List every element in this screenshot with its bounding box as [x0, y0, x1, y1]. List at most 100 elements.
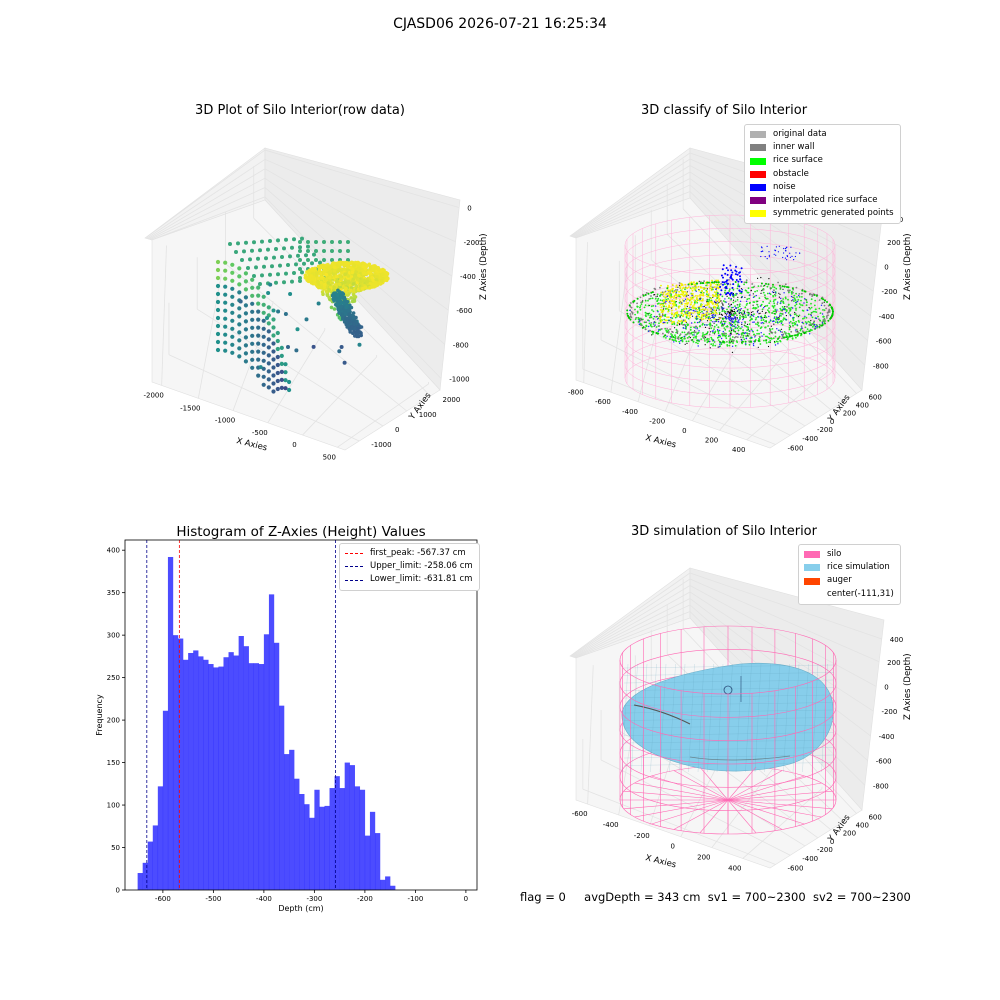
data-point [246, 266, 250, 270]
grid-line [145, 149, 460, 239]
data-point [261, 350, 266, 355]
legend-item-silo: silo [804, 548, 894, 561]
data-point [300, 270, 304, 275]
data-point [230, 286, 235, 291]
surface-point [318, 272, 323, 276]
data-point [276, 272, 280, 277]
data-point [271, 373, 276, 378]
data-point [342, 360, 347, 365]
data-point [223, 332, 228, 337]
data-point [230, 318, 235, 323]
data-point [243, 271, 248, 276]
surface-point [358, 279, 363, 284]
data-point [270, 264, 274, 269]
surface-point [333, 261, 337, 266]
z-tick-label: 400 [890, 636, 903, 644]
data-point [266, 329, 271, 334]
data-point [258, 365, 263, 370]
surface-point [367, 270, 371, 275]
surface-point [384, 270, 389, 275]
data-point [283, 378, 288, 383]
data-point [261, 382, 266, 387]
data-point [215, 299, 221, 305]
surface-point [319, 286, 324, 290]
data-point [266, 345, 271, 350]
data-point [250, 357, 255, 362]
data-point [237, 274, 242, 279]
data-point [294, 262, 298, 267]
data-point [250, 301, 255, 306]
data-point [276, 309, 281, 314]
data-point [250, 309, 255, 314]
data-point [256, 285, 261, 290]
surface-point [380, 279, 384, 283]
data-point [223, 268, 228, 273]
surface-point [380, 272, 385, 277]
surface-point [352, 299, 357, 303]
surface-point [322, 285, 327, 290]
surface-point [375, 274, 379, 279]
data-point [298, 245, 302, 250]
data-point [243, 303, 248, 308]
surface-point [339, 277, 344, 282]
legend-item-rice-simulation: rice simulation [804, 561, 894, 574]
grid-line [150, 187, 446, 345]
legend-item-auger: auger [804, 574, 894, 587]
data-point [223, 276, 228, 281]
data-point [271, 381, 276, 386]
surface-point [362, 278, 366, 283]
surface-point [316, 280, 320, 285]
legend-label: auger [827, 575, 852, 586]
z-tick-label: -400 [879, 733, 895, 741]
panel4-xlabel: X Axies [644, 853, 677, 870]
data-point [275, 370, 280, 376]
x-tick-label: -200 [634, 832, 650, 840]
z-tick-label: -800 [873, 782, 889, 790]
data-point [272, 255, 276, 260]
data-point [261, 318, 266, 323]
grid-line [225, 263, 408, 412]
x-tick-label: -400 [603, 821, 619, 829]
surface-point [354, 270, 359, 274]
data-point [286, 345, 290, 349]
data-point [292, 271, 296, 275]
x-tick-label: -600 [572, 810, 588, 818]
panel1-title: 3D Plot of Silo Interior(row data) [195, 103, 405, 118]
surface-point [324, 277, 329, 282]
data-point [304, 253, 308, 258]
data-point [337, 349, 342, 354]
data-point [237, 306, 242, 311]
y-tick-label: -600 [788, 865, 804, 873]
surface-point [307, 276, 312, 281]
surface-point [317, 268, 322, 272]
grid-line [232, 302, 274, 411]
data-point [338, 249, 342, 253]
data-point [234, 250, 238, 254]
data-point [230, 278, 235, 283]
data-point [261, 374, 266, 379]
data-point [280, 255, 284, 259]
surface-point [352, 264, 357, 268]
surface-point [346, 264, 350, 268]
data-point [275, 386, 280, 392]
data-point [283, 386, 288, 391]
surface-point [346, 279, 351, 284]
data-point [279, 345, 284, 350]
data-point [230, 350, 235, 355]
data-point [230, 294, 235, 299]
data-point [300, 236, 304, 241]
data-point [215, 275, 221, 281]
surface-point [332, 265, 337, 270]
data-point [250, 317, 255, 322]
surface-point [368, 285, 372, 290]
data-point [230, 334, 235, 339]
data-point [282, 280, 286, 285]
panel1-points [215, 236, 390, 394]
data-point [256, 293, 261, 298]
data-point [294, 348, 299, 353]
data-point [266, 247, 270, 252]
data-point [261, 302, 266, 307]
data-point [306, 240, 310, 244]
surface-point [341, 260, 345, 265]
data-point [250, 285, 255, 290]
